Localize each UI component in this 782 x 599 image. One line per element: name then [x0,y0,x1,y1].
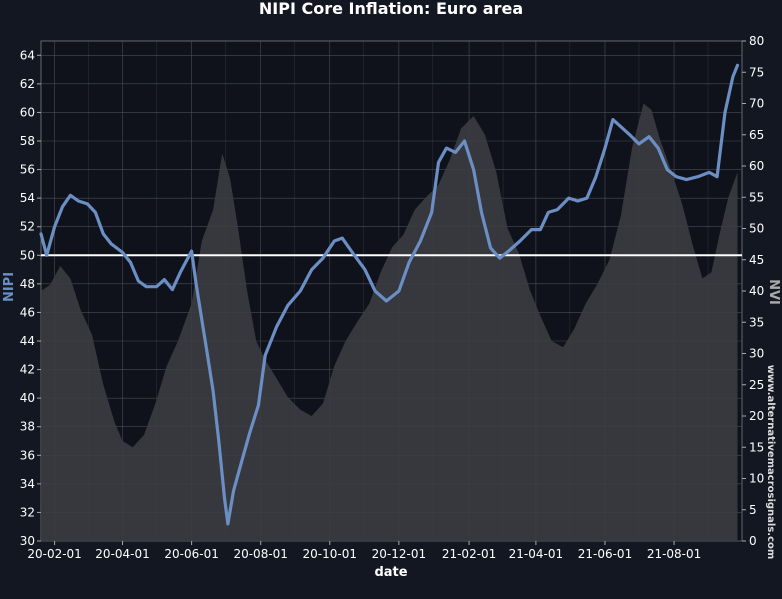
x-tick-label: 21-08-01 [647,547,701,561]
right-tick-label: 70 [749,97,764,111]
x-tick-label: 20-04-01 [95,547,149,561]
x-tick-label: 20-08-01 [233,547,287,561]
right-tick-label: 5 [749,503,757,517]
right-tick-label: 60 [749,159,764,173]
x-axis-title: date [374,565,407,580]
right-tick-label: 40 [749,284,764,298]
left-tick-label: 64 [20,48,35,62]
nipi-line-layer [39,63,740,526]
right-tick-label: 25 [749,378,764,392]
left-tick-label: 52 [20,220,35,234]
left-tick-label: 46 [20,305,35,319]
left-tick-label: 50 [20,248,35,262]
x-tick-label: 21-06-01 [578,547,632,561]
right-tick-label: 15 [749,440,764,454]
left-tick-label: 58 [20,134,35,148]
left-tick-label: 40 [20,391,35,405]
left-tick-label: 38 [20,420,35,434]
left-tick-label: 34 [20,477,35,491]
left-tick-label: 36 [20,448,35,462]
right-tick-label: 0 [749,534,757,548]
right-tick-label: 80 [749,34,764,48]
watermark-text: www.alternativemacrosignals.com [765,365,776,560]
nipi-line [39,63,740,526]
right-tick-label: 55 [749,190,764,204]
right-tick-label: 10 [749,472,764,486]
x-tick-label: 21-02-01 [442,547,496,561]
right-tick-label: 45 [749,253,764,267]
left-tick-label: 48 [20,277,35,291]
nvi-area-layer [41,103,738,541]
left-axis-title: NIPI [2,272,17,302]
left-tick-label: 42 [20,363,35,377]
left-tick-label: 60 [20,105,35,119]
right-tick-label: 75 [749,65,764,79]
left-tick-label: 44 [20,334,35,348]
left-tick-label: 62 [20,77,35,91]
right-tick-label: 20 [749,409,764,423]
x-tick-label: 20-12-01 [372,547,426,561]
right-tick-label: 30 [749,347,764,361]
left-tick-label: 32 [20,505,35,519]
right-tick-label: 65 [749,128,764,142]
axis-labels: 30 32 34 36 38 40 42 44 46 48 50 52 54 56 58 60 62 64 0 5 10… [20,34,765,561]
x-tick-label: 20-06-01 [164,547,218,561]
x-tick-label: 21-04-01 [509,547,563,561]
nvi-area [41,103,738,541]
right-tick-label: 35 [749,315,764,329]
left-tick-label: 30 [20,534,35,548]
left-tick-label: 56 [20,163,35,177]
left-tick-label: 54 [20,191,35,205]
right-tick-label: 50 [749,222,764,236]
x-tick-label: 20-02-01 [27,547,81,561]
chart-title: NIPI Core Inflation: Euro area [259,0,523,18]
right-axis-title: NVI [766,279,781,305]
x-tick-label: 20-10-01 [303,547,357,561]
